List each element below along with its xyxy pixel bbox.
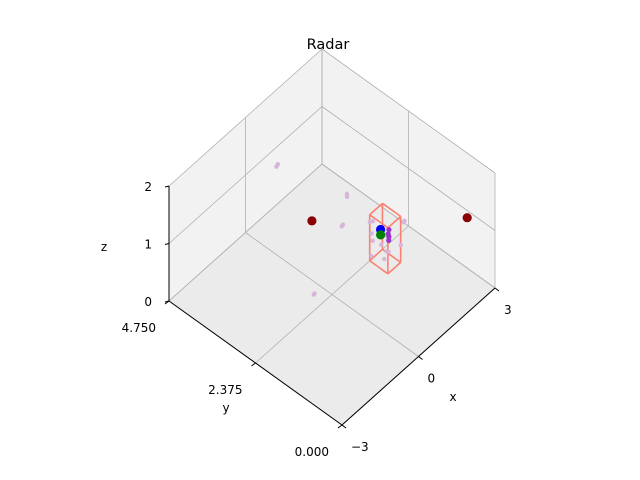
z-tick-label: 0: [144, 295, 152, 309]
cloud-point: [382, 256, 387, 262]
y-tick-mark: [251, 362, 256, 367]
grid-line-z-back: [168, 163, 323, 302]
cloud-point: [339, 224, 344, 229]
cloud-point: [379, 242, 384, 247]
cloud-point: [398, 242, 403, 248]
grid-line-z-side: [321, 106, 496, 231]
box-edge: [369, 214, 389, 229]
box-edge: [381, 202, 402, 218]
y-tick-label: 0.000: [295, 445, 329, 459]
box-edge: [387, 261, 402, 275]
bounding-box: [368, 202, 402, 275]
grid-line-z-side: [321, 163, 496, 289]
x-tick-mark: [418, 356, 423, 360]
cloud-point: [370, 238, 375, 243]
y-tick-label: 4.750: [122, 321, 156, 335]
grid-line-z-back: [168, 106, 323, 244]
x-tick-mark: [341, 424, 347, 429]
cluster-point: [386, 237, 392, 243]
z-tick-mark: [164, 300, 170, 303]
z-tick-mark: [164, 185, 170, 188]
dark_red-point: [462, 213, 472, 223]
z-axis-label: z: [101, 240, 107, 254]
y-axis-label: y: [222, 401, 229, 415]
x-tick-label: 3: [504, 303, 512, 317]
data-points: [274, 162, 472, 297]
box-edge: [369, 260, 389, 275]
cloud-point: [312, 291, 317, 296]
dark_red-point: [307, 216, 317, 226]
z-tick-mark: [164, 243, 170, 245]
cloud-point: [384, 249, 389, 254]
cluster-point: [385, 231, 391, 237]
x-tick-mark: [494, 287, 500, 292]
axis-panes: [169, 49, 495, 425]
green-point: [376, 230, 386, 240]
grid-line-z-side: [321, 48, 496, 174]
tick-labels: −3 0 3 0.000 2.375 4.750 0 1 2: [122, 180, 512, 459]
cloud-point: [401, 220, 406, 225]
grid-line-z-back: [168, 48, 323, 187]
box-edge: [369, 248, 383, 262]
y-tick-mark: [337, 424, 343, 429]
box-edge: [369, 202, 383, 216]
cloud-point: [344, 194, 350, 199]
z-tick-label: 2: [144, 180, 152, 194]
x-axis-label: x: [449, 390, 456, 404]
chart-title: Radar: [307, 37, 350, 53]
cluster-point: [386, 227, 392, 233]
box-edge: [387, 215, 402, 229]
cloud-point: [275, 162, 280, 167]
cloud-point: [370, 218, 376, 224]
x-tick-label: −3: [351, 440, 369, 454]
axis-lines: [164, 185, 500, 429]
cloud-point: [369, 253, 374, 259]
cloud-point: [369, 231, 374, 236]
grid-lines: [168, 48, 496, 426]
x-tick-label: 0: [428, 372, 436, 386]
y-tick-label: 2.375: [208, 383, 242, 397]
z-tick-label: 1: [144, 238, 152, 252]
